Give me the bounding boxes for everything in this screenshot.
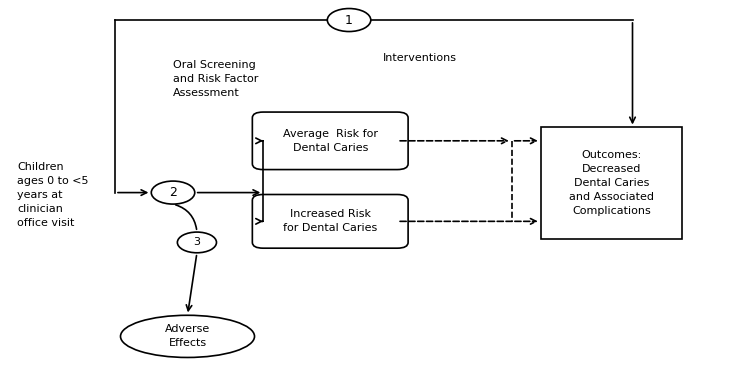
Circle shape [177,232,217,253]
FancyBboxPatch shape [253,112,408,170]
Text: Interventions: Interventions [383,53,457,63]
Ellipse shape [120,315,255,357]
Text: 2: 2 [169,186,177,199]
Text: Outcomes:
Decreased
Dental Caries
and Associated
Complications: Outcomes: Decreased Dental Caries and As… [569,150,654,216]
Circle shape [327,9,371,32]
Text: Increased Risk
for Dental Caries: Increased Risk for Dental Caries [283,209,377,233]
Text: Adverse
Effects: Adverse Effects [165,324,210,349]
Text: Children
ages 0 to <5
years at
clinician
office visit: Children ages 0 to <5 years at clinician… [18,161,89,228]
Text: Oral Screening
and Risk Factor
Assessment: Oral Screening and Risk Factor Assessmen… [173,60,258,98]
Text: 1: 1 [345,14,353,26]
Text: Average  Risk for
Dental Caries: Average Risk for Dental Caries [283,129,377,153]
Circle shape [151,181,195,204]
FancyBboxPatch shape [541,127,682,238]
FancyBboxPatch shape [253,194,408,248]
Text: 3: 3 [193,237,201,247]
